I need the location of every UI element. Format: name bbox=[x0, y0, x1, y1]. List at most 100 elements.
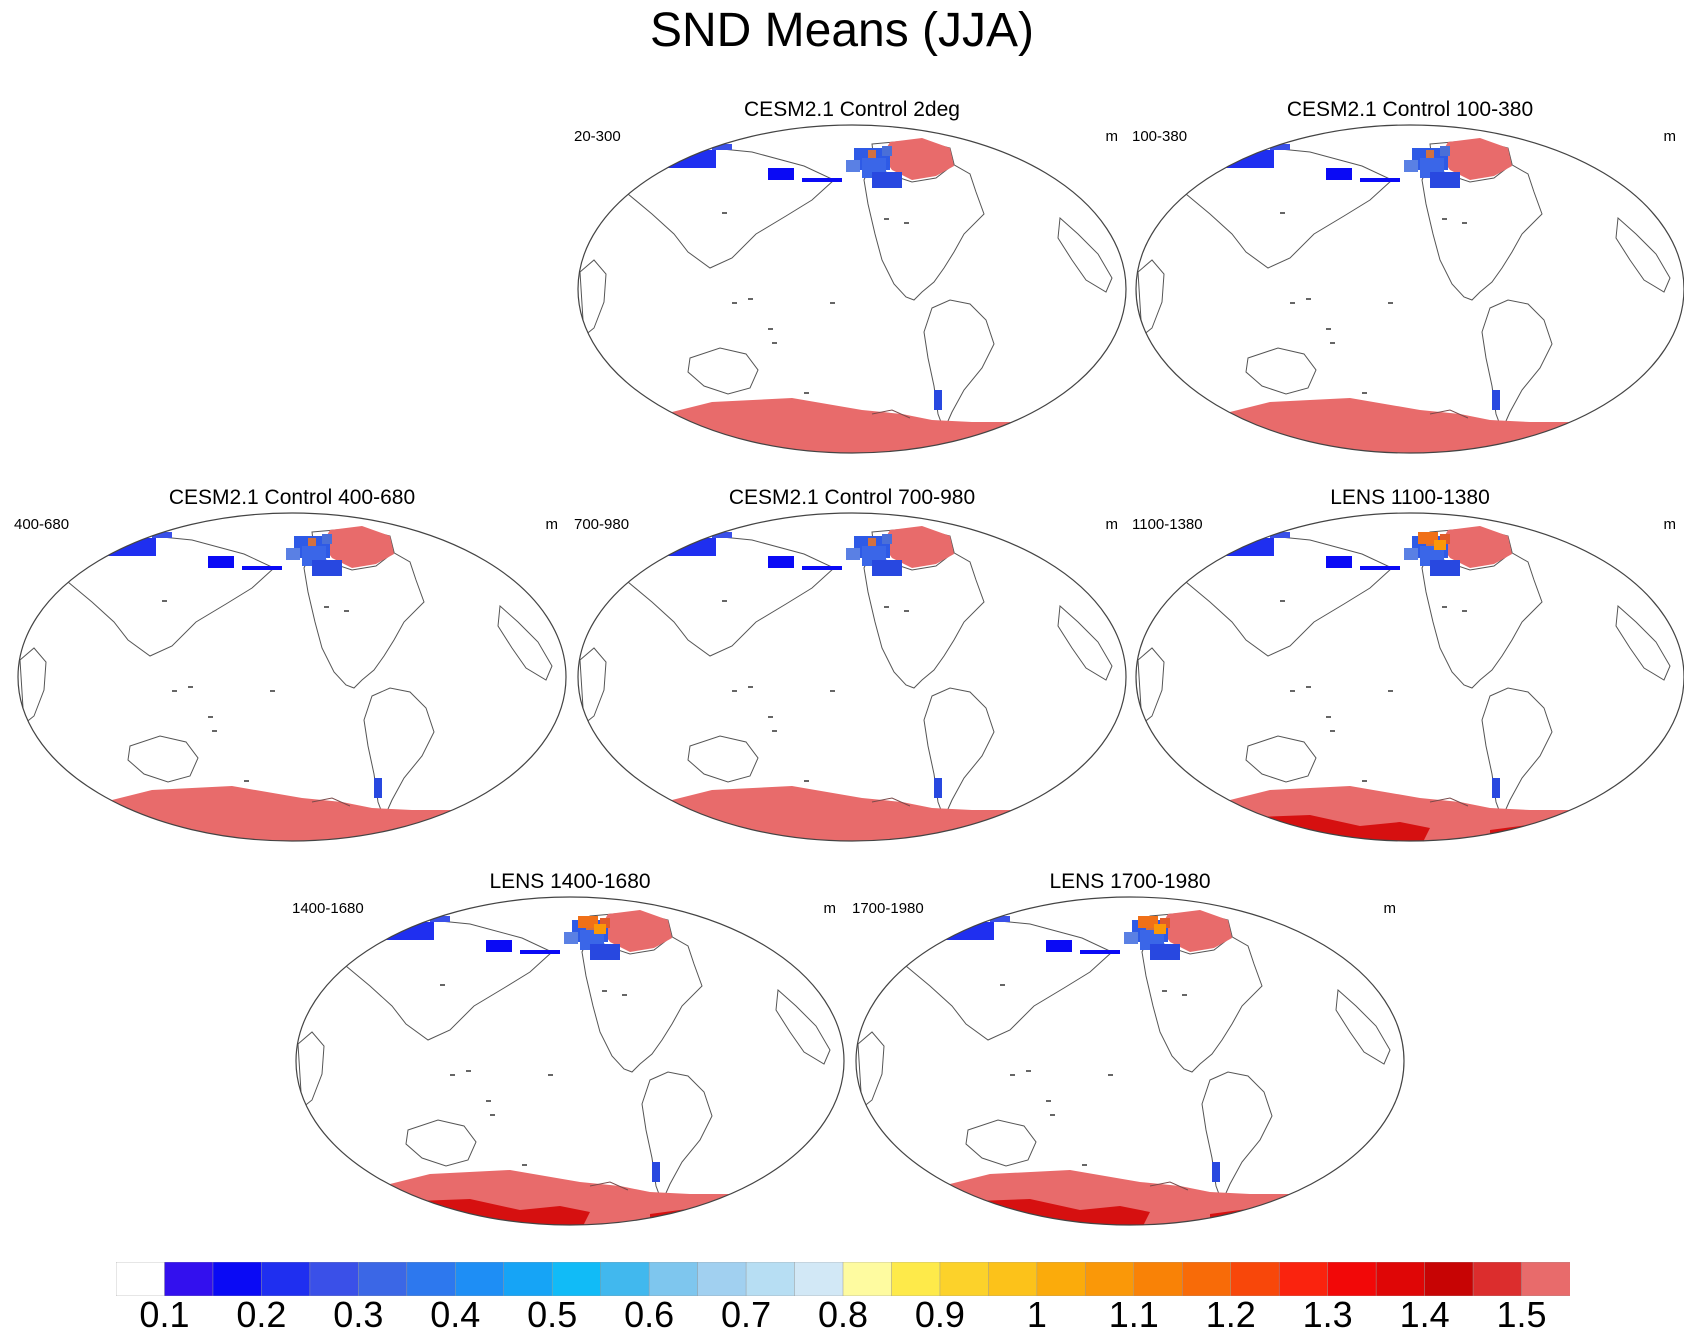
andes-snow bbox=[652, 1162, 660, 1182]
map-content bbox=[1136, 138, 1684, 453]
colorbar-swatch bbox=[697, 1262, 747, 1296]
island-outline bbox=[548, 1074, 553, 1076]
colorbar-swatch bbox=[1424, 1262, 1474, 1296]
siberia-snow bbox=[712, 144, 732, 150]
greenland-snow bbox=[322, 526, 394, 568]
coastline bbox=[611, 145, 835, 269]
panel-units-label: m bbox=[1105, 516, 1119, 533]
colorbar-swatch bbox=[1278, 1262, 1329, 1296]
coastline bbox=[1481, 299, 1553, 432]
world-map bbox=[1135, 124, 1684, 454]
island-outline bbox=[1182, 994, 1187, 996]
coastline bbox=[303, 539, 425, 689]
island-outline bbox=[772, 342, 777, 344]
arctic-snow-patch bbox=[1430, 172, 1460, 188]
coastline bbox=[923, 687, 995, 820]
colorbar-swatch bbox=[648, 1262, 699, 1296]
panel-years-label: 700-980 bbox=[574, 516, 630, 533]
siberia-snow bbox=[924, 922, 994, 940]
arctic-snow-patch bbox=[1150, 944, 1180, 960]
antarctica-coast bbox=[589, 1181, 629, 1191]
island-outline bbox=[1326, 716, 1331, 718]
coastline bbox=[329, 917, 553, 1041]
coastline bbox=[1057, 216, 1113, 293]
andes-snow bbox=[934, 778, 942, 798]
panel-units-label: m bbox=[1383, 900, 1397, 917]
island-outline bbox=[722, 212, 727, 214]
world-map bbox=[577, 512, 1127, 842]
greenland-snow bbox=[1440, 526, 1512, 568]
colorbar-swatch bbox=[1472, 1262, 1523, 1296]
alaska-snow bbox=[208, 556, 234, 568]
island-outline bbox=[1326, 328, 1331, 330]
island-outline bbox=[244, 780, 249, 782]
island-outline bbox=[212, 730, 217, 732]
island-outline bbox=[1046, 1100, 1051, 1102]
coastline bbox=[775, 988, 831, 1065]
panel-title: LENS 1100-1380 bbox=[1330, 486, 1490, 509]
coastline bbox=[1057, 604, 1113, 681]
map-content bbox=[856, 910, 1404, 1225]
island-outline bbox=[1442, 218, 1447, 220]
colorbar-swatch bbox=[988, 1262, 1038, 1296]
antarctica-coast bbox=[1429, 409, 1469, 419]
coastline bbox=[581, 923, 703, 1073]
colorbar-swatch bbox=[503, 1262, 554, 1296]
colorbar-swatch bbox=[455, 1262, 505, 1296]
colorbar-tick-label: 0.7 bbox=[721, 1294, 772, 1335]
colorbar-swatch bbox=[1182, 1262, 1232, 1296]
greenland-snow bbox=[882, 526, 954, 568]
arctic-snow-patch bbox=[1440, 534, 1450, 544]
island-outline bbox=[1290, 302, 1295, 304]
map-boundary bbox=[577, 512, 1127, 842]
colorbar-swatch bbox=[212, 1262, 263, 1296]
island-outline bbox=[490, 1114, 495, 1116]
alaska-snow bbox=[1046, 940, 1072, 952]
colorbar-tick-label: 0.2 bbox=[236, 1294, 287, 1335]
colorbar-swatch bbox=[1230, 1262, 1281, 1296]
island-outline bbox=[1108, 1074, 1113, 1076]
island-outline bbox=[1280, 600, 1285, 602]
coastline bbox=[1335, 988, 1391, 1065]
island-outline bbox=[732, 690, 737, 692]
colorbar-swatch bbox=[842, 1262, 893, 1296]
colorbar-swatch bbox=[309, 1262, 360, 1296]
alaska-snow bbox=[802, 178, 842, 182]
island-outline bbox=[722, 600, 727, 602]
coastline bbox=[1169, 533, 1393, 657]
map-content bbox=[18, 526, 566, 841]
alaska-snow bbox=[1080, 950, 1120, 954]
colorbar-tick-label: 1.1 bbox=[1108, 1294, 1159, 1335]
siberia-snow bbox=[646, 150, 716, 168]
island-outline bbox=[602, 990, 607, 992]
arctic-snow-patch bbox=[594, 924, 606, 934]
panel-title: CESM2.1 Control 700-980 bbox=[728, 486, 976, 509]
island-outline bbox=[1290, 690, 1295, 692]
colorbar-tick-label: 0.4 bbox=[430, 1294, 481, 1335]
arctic-snow-patch bbox=[322, 534, 332, 544]
arctic-snow-patch bbox=[872, 560, 902, 576]
arctic-snow-patch bbox=[868, 150, 876, 158]
map-boundary bbox=[17, 512, 567, 842]
coastline bbox=[641, 1071, 713, 1204]
island-outline bbox=[1600, 800, 1605, 802]
alaska-snow bbox=[486, 940, 512, 952]
island-outline bbox=[1330, 342, 1335, 344]
colorbar-swatch bbox=[261, 1262, 311, 1296]
alaska-snow bbox=[242, 566, 282, 570]
island-outline bbox=[904, 610, 909, 612]
alaska-snow bbox=[520, 950, 560, 954]
antarctica-coast bbox=[1429, 797, 1469, 807]
coastline bbox=[965, 1119, 1037, 1167]
panel-years-label: 100-380 bbox=[1132, 128, 1188, 145]
island-outline bbox=[884, 606, 889, 608]
alaska-snow bbox=[768, 556, 794, 568]
map-content bbox=[578, 526, 1126, 841]
andes-snow bbox=[1492, 390, 1500, 410]
coastline bbox=[51, 533, 275, 657]
alaska-snow bbox=[802, 566, 842, 570]
arctic-snow-patch bbox=[1434, 540, 1446, 550]
island-outline bbox=[622, 994, 627, 996]
island-outline bbox=[1462, 222, 1467, 224]
colorbar-swatch bbox=[1085, 1262, 1135, 1296]
